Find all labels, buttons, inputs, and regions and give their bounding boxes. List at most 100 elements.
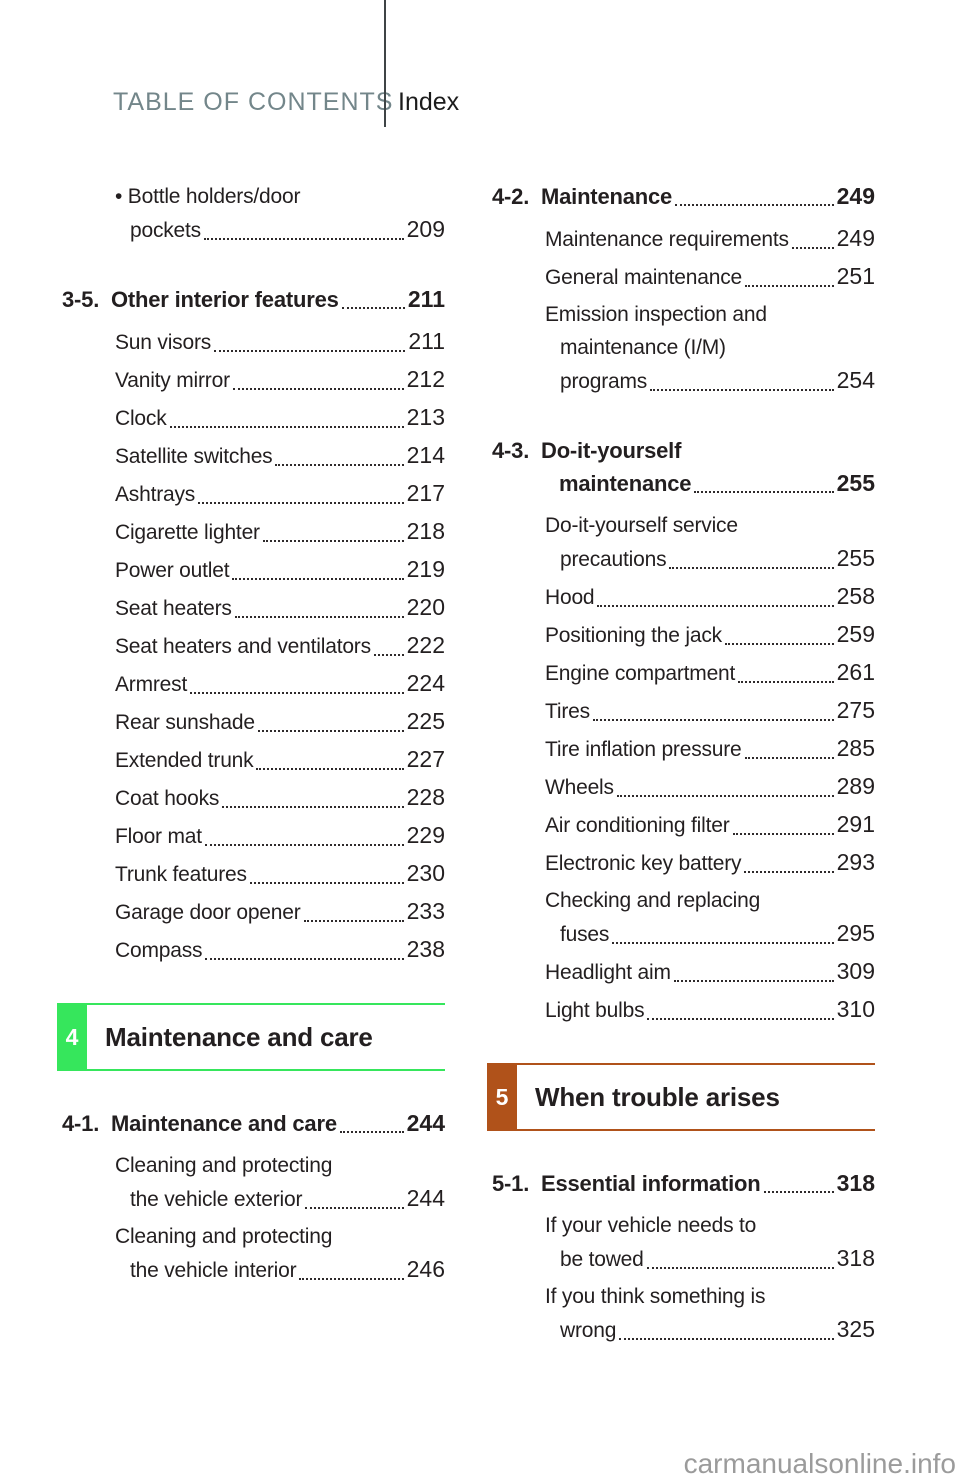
toc-entry[interactable]: Electronic key battery 293 [487,846,875,880]
entry-label: be towed [560,1248,644,1271]
toc-entry[interactable]: Light bulbs 310 [487,993,875,1027]
toc-page-title: TABLE OF CONTENTS [113,88,394,116]
entry-label: Electronic key battery [545,852,742,875]
entry-label: Wheels [545,776,614,799]
entry-label: Air conditioning filter [545,814,730,837]
toc-entry[interactable]: Armrest 224 [57,667,445,701]
entry-page: 217 [406,480,445,506]
entry-page: 220 [406,594,445,620]
toc-entry[interactable]: Engine compartment 261 [487,656,875,690]
entry-label: Ashtrays [115,483,196,506]
toc-entry[interactable]: Maintenance requirements 249 [487,222,875,256]
toc-entry[interactable]: Rear sunshade 225 [57,705,445,739]
toc-entry[interactable]: Emission inspection and maintenance (I/M)… [487,298,875,398]
toc-entry[interactable]: Checking and replacing fuses 295 [487,884,875,951]
chapter-title: Maintenance and care [105,1021,373,1052]
entry-label: Light bulbs [545,999,645,1022]
leader-dots [724,643,834,645]
entry-label: Cigarette lighter [115,521,260,544]
entry-page: 285 [836,735,875,761]
leader-dots [669,567,834,569]
toc-entry[interactable]: Satellite switches 214 [57,439,445,473]
leader-dots [738,681,834,683]
toc-entry[interactable]: Power outlet 219 [57,553,445,587]
entry-page: 230 [406,860,445,886]
entry-page: 225 [406,708,445,734]
toc-entry[interactable]: If your vehicle needs to be towed 318 [487,1209,875,1276]
toc-entry[interactable]: Do-it-yourself service precautions 255 [487,509,875,576]
leader-dots [646,1267,834,1269]
toc-column-right: 4-2. Maintenance 249 Maintenance requiremen… [487,170,875,1351]
chapter-banner[interactable]: 5 When trouble arises [487,1063,875,1131]
section-heading[interactable]: 4-2. Maintenance 249 [487,180,875,213]
leader-dots [675,204,834,206]
toc-entry[interactable]: Wheels 289 [487,770,875,804]
section-title: Maintenance and care [111,1111,337,1136]
toc-entry[interactable]: • Bottle holders/door pockets 209 [57,180,445,247]
toc-entry[interactable]: Cleaning and protecting the vehicle exter… [57,1149,445,1216]
entry-text: • Bottle holders/door [115,185,301,208]
toc-entry[interactable]: Hood 258 [487,580,875,614]
toc-entry[interactable]: Positioning the jack 259 [487,618,875,652]
leader-dots [299,1278,404,1280]
leader-dots [597,605,834,607]
toc-entry[interactable]: Cigarette lighter 218 [57,515,445,549]
entry-page: 309 [836,958,875,984]
leader-dots [305,1207,404,1209]
toc-entry[interactable]: Trunk features 230 [57,857,445,891]
toc-entry[interactable]: Ashtrays 217 [57,477,445,511]
toc-entry[interactable]: Extended trunk 227 [57,743,445,777]
leader-dots [373,654,404,656]
entry-page: 249 [836,225,875,251]
entry-label: Garage door opener [115,901,301,924]
entry-label: Rear sunshade [115,711,255,734]
toc-entry[interactable]: Cleaning and protecting the vehicle inter… [57,1220,445,1287]
section-heading[interactable]: 5-1. Essential information 318 [487,1167,875,1200]
leader-dots [214,350,406,352]
section-heading[interactable]: 4-3. Do-it-yourself maintenance 255 [487,434,875,500]
toc-entry[interactable]: Tire inflation pressure 285 [487,732,875,766]
leader-dots [222,806,404,808]
section-page: 211 [407,286,445,312]
entry-page: 233 [406,898,445,924]
entry-page: 255 [836,545,875,571]
leader-dots [612,942,834,944]
leader-dots [256,768,404,770]
entry-label: Tires [545,700,590,723]
leader-dots [616,795,834,797]
entry-page: 244 [406,1185,445,1211]
leader-dots [694,491,834,493]
index-tab[interactable]: Index [398,88,460,116]
toc-entry[interactable]: Sun visors 211 [57,325,445,359]
toc-entry[interactable]: Garage door opener 233 [57,895,445,929]
section-page: 244 [406,1110,445,1136]
entry-text: Emission inspection and [545,303,767,326]
entry-text: If you think something is [545,1285,766,1308]
entry-page: 291 [836,811,875,837]
entry-label: Seat heaters [115,597,232,620]
toc-entry[interactable]: Headlight aim 309 [487,955,875,989]
toc-column-left: • Bottle holders/door pockets 209 3-5. Other… [57,170,445,1291]
section-title: Do-it-yourself [541,438,682,463]
toc-entry[interactable]: Air conditioning filter 291 [487,808,875,842]
toc-entry[interactable]: Compass 238 [57,933,445,967]
toc-entry[interactable]: Clock 213 [57,401,445,435]
leader-dots [791,247,834,249]
entry-label: wrong [560,1319,617,1342]
section-heading[interactable]: 3-5. Other interior features 211 [57,283,445,316]
leader-dots [732,833,834,835]
leader-dots [234,616,404,618]
entry-page: 229 [406,822,445,848]
toc-entry[interactable]: Coat hooks 228 [57,781,445,815]
toc-entry[interactable]: Tires 275 [487,694,875,728]
toc-entry[interactable]: General maintenance 251 [487,260,875,294]
toc-entry[interactable]: Seat heaters and ventilators 222 [57,629,445,663]
toc-entry[interactable]: Floor mat 229 [57,819,445,853]
entry-label: General maintenance [545,266,742,289]
toc-entry[interactable]: Vanity mirror 212 [57,363,445,397]
toc-entry[interactable]: Seat heaters 220 [57,591,445,625]
leader-dots [744,871,834,873]
toc-entry[interactable]: If you think something is wrong 325 [487,1280,875,1347]
chapter-banner[interactable]: 4 Maintenance and care [57,1003,445,1071]
section-heading[interactable]: 4-1. Maintenance and care 244 [57,1107,445,1140]
